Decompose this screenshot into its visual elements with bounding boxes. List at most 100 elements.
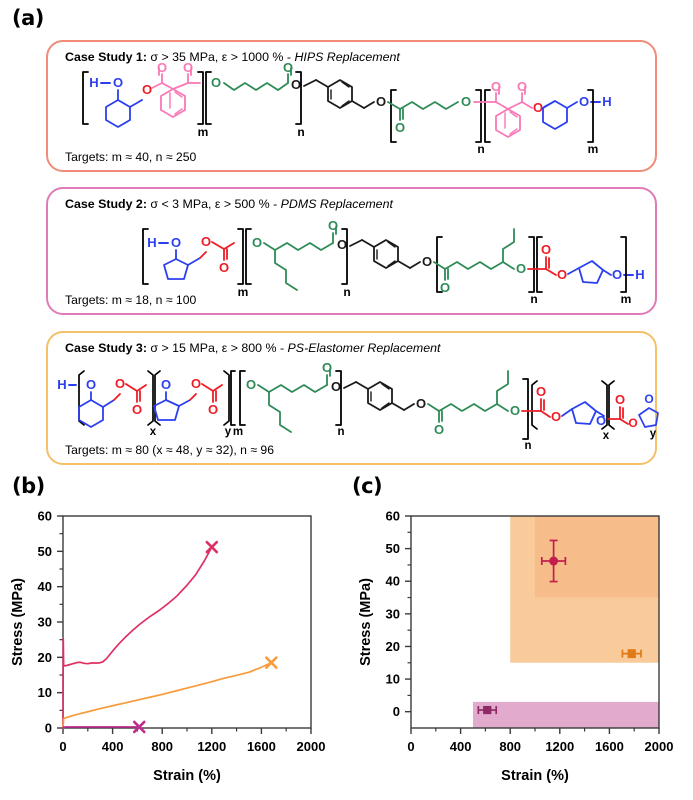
break-marker-1 [265,656,278,669]
panel-b-ticks [57,515,312,734]
panel-c-ylabel: Stress (MPa) [358,578,374,666]
case-study-3-box: Case Study 3: σ > 15 MPa, ε > 800 % - PS… [46,331,659,465]
atom-O-green-left-2: O [252,235,262,250]
atom-O-linker-right-3: O [416,396,426,411]
subscript-m-right-2: m [621,292,632,304]
atom-O-green-right-3: O [510,403,520,418]
panel-c-ticks [405,515,660,734]
atom-O-green-right-2: O [516,261,526,276]
y-tick-20: 20 [38,650,52,665]
y-tick-60: 60 [386,509,400,524]
y-tick-30: 30 [38,615,52,630]
y-tick-10: 10 [38,685,52,700]
case-study-1-replacement: HIPS Replacement [294,50,400,64]
panel-c-tick-labels: 0 400 800 1200 1600 2000 0 10 20 30 40 50 60 [386,509,674,755]
curve-0 [62,546,213,729]
case-study-3-criteria: σ > 15 MPa, ε > 800 % - [146,341,288,355]
atom-H-right: H [602,94,611,109]
subscript-n-right-2: n [530,292,537,304]
x-tick-400: 400 [450,739,472,754]
atom-O-carbonyl-green-right-3: O [434,422,444,437]
atom-O-ester-right-y: O [628,416,637,430]
atom-O-linker-left-2: O [337,237,347,252]
atom-O-ester-1: O [142,82,152,97]
case-study-2-targets: Targets: m ≈ 18, n ≈ 100 [65,293,197,307]
atom-O-linker-2: O [376,94,386,109]
atom-O-carbonyl-green-1: O [283,62,293,75]
y-tick-50: 50 [38,544,52,559]
case-study-1-targets: Targets: m ≈ 40, n ≈ 250 [65,150,197,164]
x-tick-2000: 2000 [297,739,326,754]
y-tick-50: 50 [386,541,400,556]
curve-2 [62,726,141,729]
case-study-1-box: Case Study 1: σ > 35 MPa, ε > 1000 % - H… [46,40,657,172]
atom-O-right-3: O [644,392,653,406]
panel-c-xlabel: Strain (%) [501,768,569,784]
x-tick-800: 800 [151,739,173,754]
atom-O-right-2: O [612,267,622,282]
subscript-y-left: y [225,426,232,438]
data-point-0 [540,539,567,583]
y-tick-10: 10 [386,672,400,687]
atom-O-mid-3: O [596,413,606,428]
case-study-1-name: Case Study 1: [65,50,147,64]
panel-b-curves [62,540,278,734]
data-point-2 [477,705,498,715]
atom-O-ester-y: O [191,376,201,391]
panel-c-svg: 0 400 800 1200 1600 2000 0 10 20 30 40 50 60 Strain … [358,509,674,785]
panel-label-c: (c) [352,474,383,498]
atom-O-carbonyl-green-right-2: O [440,280,450,295]
atom-O-carbonyl-green-left-2: O [328,218,338,233]
break-marker-2 [132,720,146,734]
y-tick-40: 40 [386,574,400,589]
case-study-3-name: Case Study 3: [65,341,147,355]
atom-O-carbonate-right-y: O [615,392,625,407]
subscript-m-left: m [198,125,209,139]
subscript-m-right: m [588,142,599,154]
atom-O-ester-2: O [533,100,543,115]
panel-label-b: (b) [12,474,45,498]
subscript-x-left: x [150,426,157,438]
panel-c-chart: 0 400 800 1200 1600 2000 0 10 20 30 40 50 60 Strain … [356,498,686,798]
polymer-structure-1-svg: H O O O [82,62,612,154]
x-tick-1600: 1600 [247,739,276,754]
y-tick-40: 40 [38,579,52,594]
atom-O-linker-right-2: O [422,254,432,269]
panel-b-ylabel: Stress (MPa) [10,578,26,666]
case-study-3-title: Case Study 3: σ > 15 MPa, ε > 800 % - PS… [65,341,440,355]
atom-O-green-2: O [461,94,471,109]
polymer-structure-3-svg: H O O O x [57,360,659,451]
x-tick-0: 0 [407,739,414,754]
atom-O-carbonyl-green-2: O [395,120,405,135]
atom-O-linker-1: O [291,77,301,92]
atom-O-y: O [161,377,171,392]
atom-H-left-3: H [57,377,66,392]
atom-O-carbonyl-1b: O [183,62,193,75]
atom-O-left: O [113,75,123,90]
subscript-n-right-3: n [524,440,531,451]
subscript-m-left-3: m [233,426,243,438]
case-study-2-title: Case Study 2: σ < 3 MPa, ε > 500 % - PDM… [65,197,393,211]
case-study-3-structure: H O O O x [48,353,659,451]
x-tick-1600: 1600 [595,739,624,754]
atom-O-right: O [579,94,589,109]
case-study-2-name: Case Study 2: [65,197,147,211]
case-study-2-box: Case Study 2: σ < 3 MPa, ε > 500 % - PDM… [46,187,657,315]
y-tick-30: 30 [386,606,400,621]
subscript-y-right: y [650,428,657,440]
atom-H-left-2: H [147,235,156,250]
atom-O-carbonyl-2b: O [517,79,527,94]
panel-c-data-points [477,539,642,715]
y-tick-20: 20 [386,639,400,654]
atom-O-carbonyl-1a: O [157,62,167,75]
x-tick-0: 0 [59,739,66,754]
x-tick-1200: 1200 [197,739,226,754]
case-study-2-structure: H O O O m [48,209,659,304]
panel-b-chart: 0 400 800 1200 1600 2000 0 10 20 30 40 50 60 Strain … [8,498,338,798]
case-study-2-replacement: PDMS Replacement [280,197,393,211]
y-tick-0: 0 [393,704,400,719]
atom-O-linker-left-3: O [331,379,341,394]
atom-O-carbonate-right-x: O [536,384,546,399]
atom-O-green-left-3: O [246,377,256,392]
